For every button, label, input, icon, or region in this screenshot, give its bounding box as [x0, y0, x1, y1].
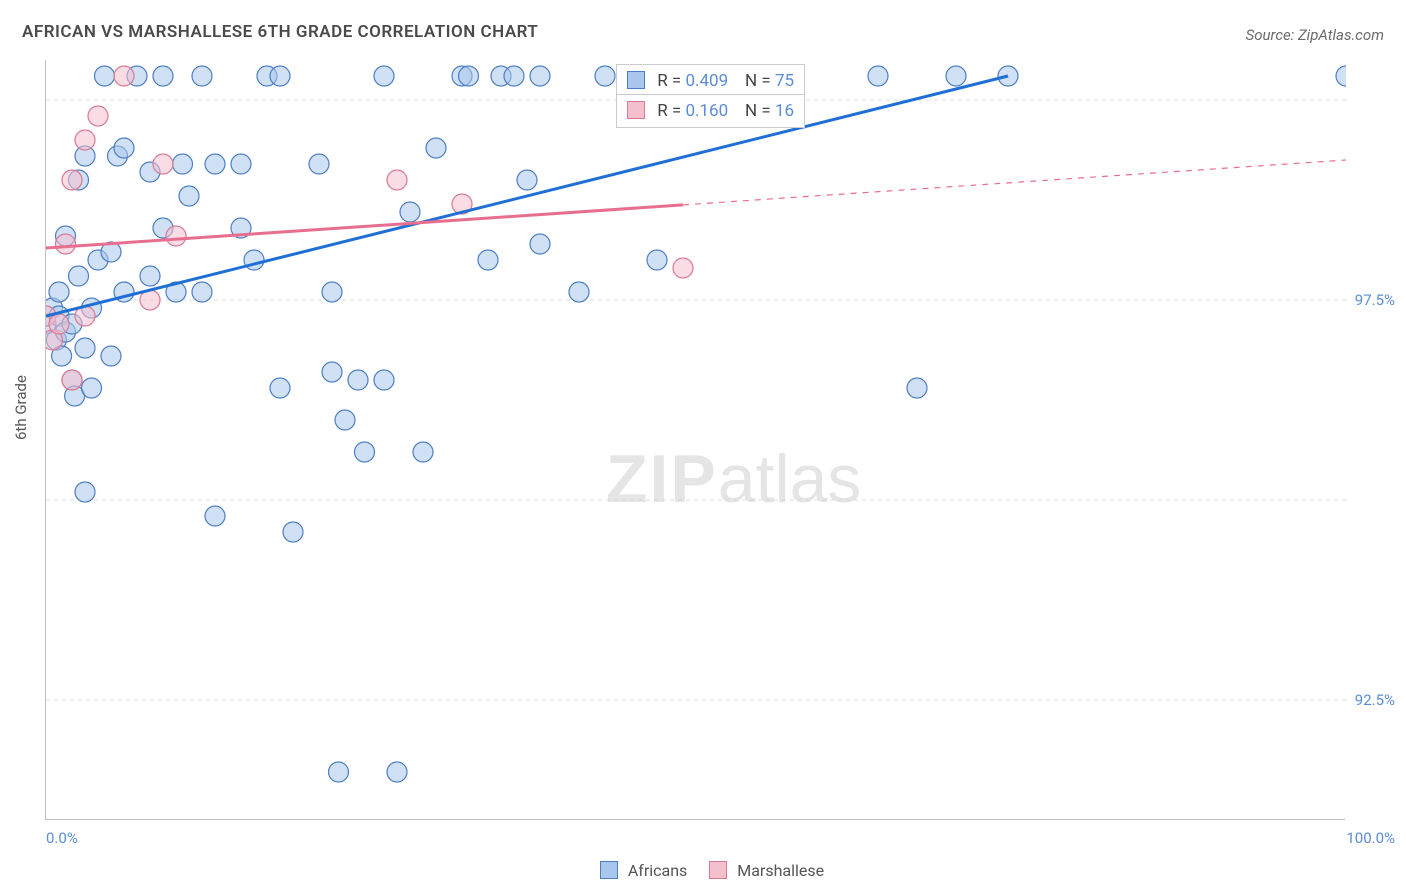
n-value-marshallese: 16	[775, 101, 794, 121]
stat-swatch-africans	[627, 71, 645, 89]
stat-box-africans: R = 0.409 N = 75	[616, 64, 805, 98]
legend-swatch-africans	[600, 861, 618, 879]
chart-title: AFRICAN VS MARSHALLESE 6TH GRADE CORRELA…	[22, 22, 538, 42]
y-tick-label: 92.5%	[1355, 691, 1395, 709]
r-label: R =	[657, 71, 681, 91]
x-tick-label-max: 100.0%	[1346, 829, 1395, 847]
stat-swatch-marshallese	[627, 101, 645, 119]
bottom-legend: Africans Marshallese	[0, 861, 1406, 880]
y-axis-label: 6th Grade	[12, 375, 30, 440]
r-value-africans: 0.409	[685, 71, 728, 91]
source-label: Source: ZipAtlas.com	[1246, 26, 1384, 44]
legend-swatch-marshallese	[709, 861, 727, 879]
x-tick-label-min: 0.0%	[46, 829, 78, 847]
n-label: N =	[745, 71, 771, 91]
chart-plot-area: ZIPatlas R = 0.409 N = 75 R = 0.160 N = …	[45, 60, 1345, 820]
r-value-marshallese: 0.160	[685, 101, 728, 121]
r-label: R =	[657, 101, 681, 121]
legend-label-africans: Africans	[628, 861, 687, 880]
chart-svg	[46, 60, 1346, 820]
legend-label-marshallese: Marshallese	[737, 861, 824, 880]
n-label: N =	[745, 101, 771, 121]
y-tick-label: 97.5%	[1355, 291, 1395, 309]
n-value-africans: 75	[775, 71, 794, 91]
stat-box-marshallese: R = 0.160 N = 16	[616, 94, 805, 128]
